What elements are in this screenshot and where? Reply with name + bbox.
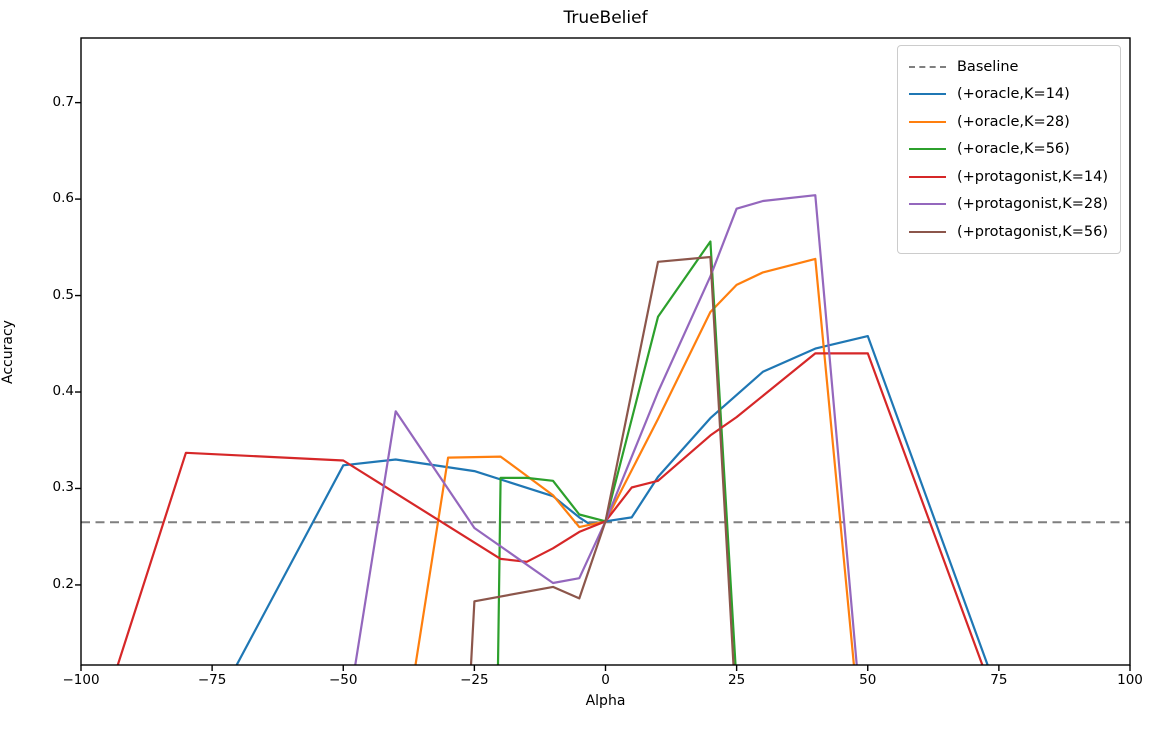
x-tick-label: −50	[329, 672, 358, 688]
legend-swatch-line	[908, 148, 946, 151]
legend-label: (+oracle,K=56)	[956, 141, 1070, 158]
x-axis-label: Alpha	[585, 693, 626, 709]
chart-title: TrueBelief	[563, 8, 648, 28]
y-tick-label: 0.3	[52, 479, 74, 496]
legend-label: (+protagonist,K=14)	[956, 168, 1108, 185]
y-tick-label: 0.6	[52, 190, 74, 207]
legend-entry: (+protagonist,K=28)	[908, 191, 1108, 219]
legend-entry: (+protagonist,K=14)	[908, 163, 1108, 191]
legend: Baseline (+oracle,K=14) (+oracle,K=28) (+or…	[896, 45, 1121, 254]
series-line-4	[354, 194, 858, 665]
y-tick-label: 0.2	[52, 575, 74, 592]
y-tick-label: 0.4	[52, 383, 74, 399]
legend-label: (+oracle,K=14)	[956, 86, 1070, 103]
x-tick-label: 75	[990, 672, 1008, 688]
legend-swatch-line	[908, 65, 946, 68]
y-axis-label: Accuracy	[0, 320, 16, 384]
x-tick-label: 100	[1117, 672, 1143, 688]
legend-swatch-line	[908, 175, 946, 178]
legend-label: (+protagonist,K=56)	[956, 223, 1108, 240]
series-line-1	[414, 257, 856, 665]
legend-label: (+protagonist,K=28)	[956, 196, 1108, 213]
series-line-3	[116, 352, 984, 665]
x-tick-label: −75	[197, 672, 227, 688]
legend-swatch-line	[908, 93, 946, 96]
legend-swatch-line	[908, 230, 946, 233]
legend-swatch-line	[908, 203, 946, 206]
series-line-5	[469, 255, 735, 665]
legend-entry: (+protagonist,K=56)	[908, 218, 1108, 246]
x-tick-label: −25	[460, 672, 489, 688]
y-tick-label: 0.5	[52, 286, 74, 303]
legend-swatch-line	[908, 120, 946, 123]
legend-entry: (+oracle,K=14)	[908, 81, 1108, 109]
legend-label: Baseline	[956, 58, 1019, 75]
y-tick-label: 0.7	[52, 93, 74, 110]
legend-entry: (+oracle,K=28)	[908, 108, 1108, 136]
x-tick-label: 25	[728, 672, 746, 688]
series-group	[81, 194, 1130, 665]
series-line-2	[496, 240, 737, 665]
legend-entry: (+oracle,K=56)	[908, 136, 1108, 164]
x-tick-label: 0	[601, 672, 610, 688]
x-tick-label: 50	[859, 672, 877, 688]
x-tick-label: −100	[62, 672, 100, 688]
legend-entry: Baseline	[908, 53, 1108, 81]
legend-label: (+oracle,K=28)	[956, 113, 1070, 130]
